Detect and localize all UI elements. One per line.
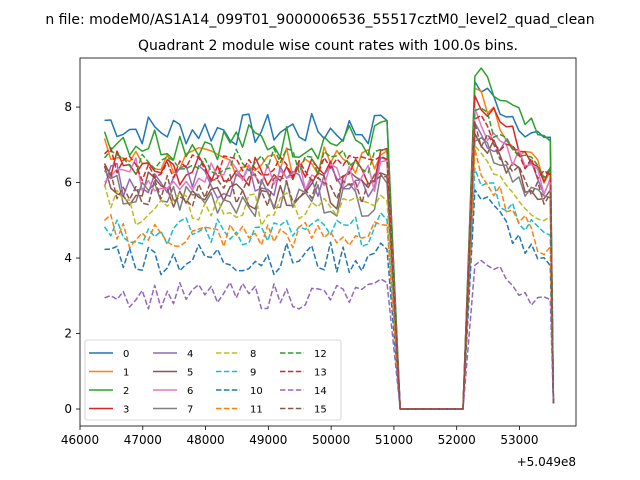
legend-label-5: 5 (187, 368, 193, 379)
x-tick-label: 49000 (249, 433, 287, 447)
series-line-6 (103, 107, 555, 410)
x-tick-label: 48000 (186, 433, 224, 447)
x-tick-label: 46000 (61, 433, 99, 447)
series-line-12 (103, 107, 555, 410)
figure-suptitle: n file: modeM0/AS1A14_099T01_9000006536_… (45, 12, 594, 28)
legend-label-9: 9 (250, 368, 256, 379)
legend-label-4: 4 (187, 349, 193, 360)
series-line-11 (103, 148, 555, 410)
y-axis: 0 2 4 6 8 (64, 100, 80, 416)
series-line-9 (103, 167, 555, 410)
legend-label-3: 3 (123, 405, 129, 416)
series-line-10 (104, 189, 555, 410)
series-line-2 (103, 67, 555, 410)
legend-label-15: 15 (314, 405, 327, 416)
series-line-8 (103, 144, 555, 410)
legend-label-0: 0 (123, 349, 129, 360)
legend-label-6: 6 (187, 386, 193, 397)
series-line-15 (104, 122, 555, 410)
series-line-7 (103, 137, 555, 410)
x-tick-label: 53000 (500, 433, 538, 447)
legend-label-7: 7 (187, 405, 193, 416)
chart-title: Quadrant 2 module wise count rates with … (138, 38, 518, 54)
y-tick-label: 6 (64, 176, 72, 190)
y-tick-label: 2 (64, 327, 72, 341)
x-tick-label: 50000 (312, 433, 350, 447)
series-line-14 (104, 259, 555, 410)
y-tick-label: 0 (64, 402, 72, 416)
plot-frame (79, 57, 577, 427)
legend-label-11: 11 (250, 405, 263, 416)
x-offset-label: +5.049e8 (517, 455, 576, 469)
x-tick-label: 47000 (124, 433, 162, 447)
legend-label-12: 12 (314, 349, 327, 360)
y-tick-label: 4 (64, 251, 72, 265)
x-axis: 46000 47000 48000 49000 50000 51000 52000 53000 (61, 426, 539, 447)
legend-label-1: 1 (123, 368, 129, 379)
legend-box (84, 339, 342, 421)
legend-label-8: 8 (250, 349, 256, 360)
x-tick-label: 52000 (438, 433, 476, 447)
legend-label-2: 2 (123, 386, 129, 397)
x-tick-label: 51000 (375, 433, 413, 447)
legend-label-14: 14 (314, 386, 327, 397)
legend-label-13: 13 (314, 368, 327, 379)
legend-label-10: 10 (250, 386, 263, 397)
series-line-13 (103, 114, 555, 410)
y-tick-label: 8 (64, 100, 72, 114)
